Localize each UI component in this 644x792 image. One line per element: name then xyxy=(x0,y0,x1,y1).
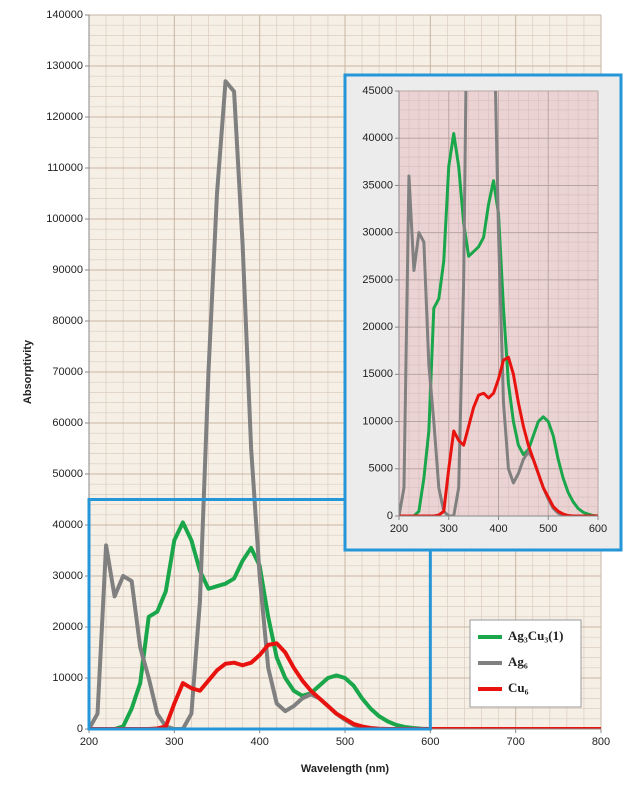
x-tick-label: 700 xyxy=(506,736,524,748)
y-tick-label: 110000 xyxy=(47,162,83,174)
y-tick-label: 30000 xyxy=(362,227,393,239)
y-tick-label: 50000 xyxy=(52,468,83,480)
x-tick-label: 300 xyxy=(440,523,458,535)
y-tick-label: 35000 xyxy=(362,179,393,191)
y-tick-label: 140000 xyxy=(46,9,83,21)
legend-label: Ag₃Cu₃(1) xyxy=(508,628,563,643)
x-tick-label: 300 xyxy=(165,736,183,748)
legend: Ag₃Cu₃(1) Ag₆ Cu₆ xyxy=(469,619,582,708)
x-tick-label: 400 xyxy=(250,736,268,748)
y-tick-label: 80000 xyxy=(52,315,83,327)
x-tick-label: 200 xyxy=(80,736,98,748)
y-tick-label: 100000 xyxy=(46,213,83,225)
x-tick-label: 400 xyxy=(489,523,507,535)
y-tick-label: 130000 xyxy=(46,60,83,72)
y-tick-label: 0 xyxy=(387,510,393,522)
y-tick-label: 40000 xyxy=(362,132,393,144)
legend-label: Cu₆ xyxy=(508,680,529,695)
y-tick-label: 40000 xyxy=(52,519,83,531)
y-tick-label: 70000 xyxy=(52,366,83,378)
x-tick-label: 500 xyxy=(336,736,354,748)
y-tick-label: 120000 xyxy=(46,111,83,123)
y-tick-label: 10000 xyxy=(362,415,393,427)
y-tick-label: 25000 xyxy=(362,274,393,286)
x-tick-label: 600 xyxy=(421,736,439,748)
series-line xyxy=(89,520,601,729)
y-tick-label: 15000 xyxy=(362,368,393,380)
x-tick-label: 200 xyxy=(390,523,408,535)
series-line xyxy=(399,355,598,516)
series-line xyxy=(89,641,601,729)
y-tick-label: 10000 xyxy=(52,672,83,684)
y-tick-label: 60000 xyxy=(52,417,83,429)
y-tick-label: 20000 xyxy=(52,621,83,633)
zoom-box xyxy=(87,498,432,731)
legend-box xyxy=(469,619,582,708)
x-tick-label: 800 xyxy=(592,736,610,748)
x-tick-label: 600 xyxy=(589,523,607,535)
y-axis-label: Absorptivity xyxy=(22,339,34,404)
y-tick-label: 5000 xyxy=(369,463,393,475)
legend-label: Ag₆ xyxy=(508,654,528,669)
inset: 0 5000 10000 15000 20000 25000 30000 35000 40000… xyxy=(343,73,623,552)
series-line xyxy=(399,132,598,516)
y-tick-label: 30000 xyxy=(52,570,83,582)
y-tick-label: 90000 xyxy=(52,264,83,276)
y-tick-label: 45000 xyxy=(362,85,393,97)
x-tick-label: 500 xyxy=(539,523,557,535)
y-tick-label: 20000 xyxy=(362,321,393,333)
y-tick-label: 0 xyxy=(77,723,83,735)
x-axis-label: Wavelength (nm) xyxy=(301,763,390,775)
